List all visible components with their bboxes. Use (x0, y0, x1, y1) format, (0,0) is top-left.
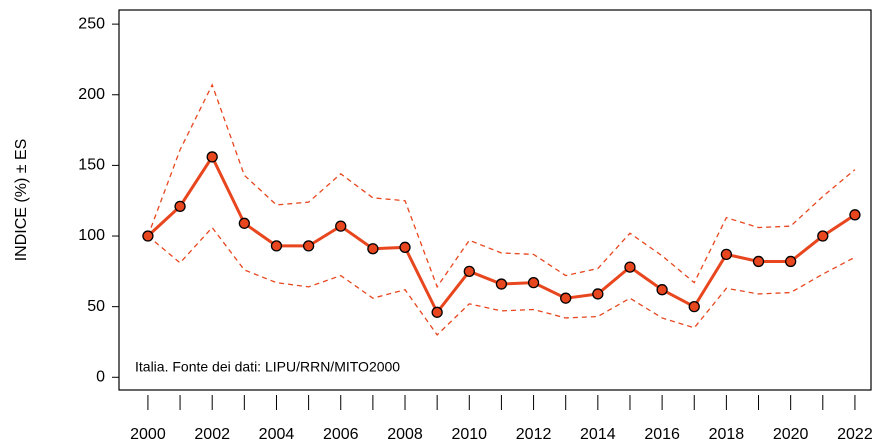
x-tick-label: 2016 (644, 426, 680, 443)
data-point (463, 265, 475, 277)
x-tick-label: 2020 (773, 426, 809, 443)
data-point (335, 220, 347, 232)
x-tick-label: 2010 (451, 426, 487, 443)
data-point (431, 306, 443, 318)
y-tick-label: 150 (78, 157, 105, 174)
data-point (849, 209, 861, 221)
data-point (720, 248, 733, 261)
data-point (527, 276, 540, 289)
x-tick-label: 2004 (259, 426, 295, 443)
x-tick-label: 2000 (130, 426, 166, 443)
x-tick-label: 2008 (387, 426, 423, 443)
data-point (656, 284, 668, 296)
x-tick-label: 2002 (194, 426, 230, 443)
data-point (592, 288, 604, 300)
data-point (174, 200, 186, 213)
x-tick-label: 2012 (516, 426, 552, 443)
x-tick-label: 2022 (837, 426, 873, 443)
data-point (624, 261, 636, 273)
data-point (270, 240, 283, 252)
series-line (147, 83, 856, 289)
data-point (560, 292, 572, 304)
y-tick-label: 200 (78, 86, 105, 103)
x-tick-label: 2018 (709, 426, 745, 443)
y-tick-label: 0 (96, 369, 105, 386)
data-point (238, 217, 250, 229)
data-point (817, 230, 829, 242)
data-point (367, 243, 379, 255)
plot-frame (118, 9, 872, 391)
data-point (302, 240, 315, 252)
x-tick-label: 2006 (323, 426, 359, 443)
series-line (147, 226, 856, 336)
x-tick-label: 2014 (580, 426, 616, 443)
y-tick-label: 250 (78, 15, 105, 32)
data-point (399, 241, 411, 253)
data-point (785, 255, 797, 268)
data-point (142, 230, 154, 242)
data-point (495, 278, 508, 290)
y-tick-label: 100 (78, 227, 105, 244)
annotation: Italia. Fonte dei dati: LIPU/RRN/MITO200… (135, 359, 400, 375)
data-point (688, 301, 700, 313)
data-point (752, 255, 765, 268)
data-point (206, 151, 218, 163)
y-tick-label: 50 (87, 298, 105, 315)
y-axis-label: INDICE (%) ± ES (13, 139, 30, 262)
